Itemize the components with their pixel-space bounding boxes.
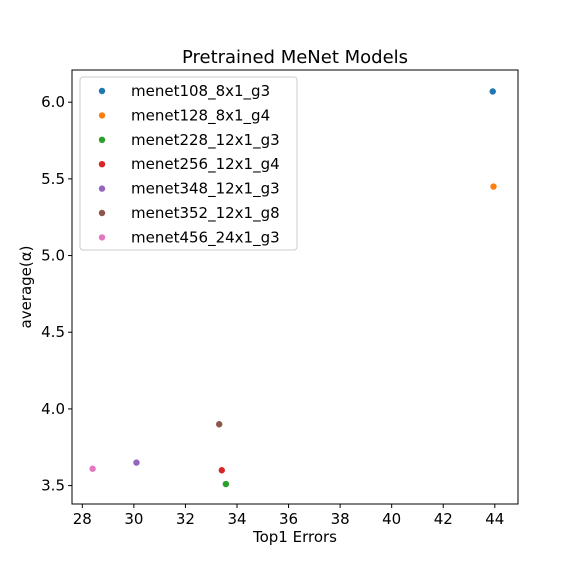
x-tick-label: 38 <box>331 510 350 528</box>
legend-label-menet108_8x1_g3: menet108_8x1_g3 <box>131 82 270 101</box>
chart-title: Pretrained MeNet Models <box>182 47 408 68</box>
x-tick-label: 32 <box>176 510 195 528</box>
data-point-menet348_12x1_g3 <box>133 459 140 466</box>
y-tick-label: 4.5 <box>41 323 65 341</box>
x-tick-label: 28 <box>73 510 92 528</box>
data-point-menet128_8x1_g4 <box>490 183 497 190</box>
legend-marker-menet256_12x1_g4 <box>98 161 106 168</box>
legend-label-menet128_8x1_g4: menet128_8x1_g4 <box>131 106 270 125</box>
x-tick-label: 42 <box>434 510 453 528</box>
y-tick-label: 6.0 <box>41 93 65 111</box>
legend-marker-menet108_8x1_g3 <box>98 87 106 95</box>
y-axis: 3.5 4.0 4.5 5.0 5.5 6.0 <box>41 93 72 495</box>
x-axis-label: Top1 Errors <box>252 528 337 546</box>
x-tick-label: 34 <box>227 510 246 528</box>
legend-box <box>79 76 298 251</box>
x-tick-label: 44 <box>485 510 504 528</box>
y-tick-label: 4.0 <box>41 400 65 418</box>
x-tick-label: 40 <box>382 510 401 528</box>
data-point-menet456_24x1_g3 <box>89 465 96 472</box>
legend-label-menet256_12x1_g4: menet256_12x1_g4 <box>131 155 280 174</box>
plot-frame <box>71 69 519 505</box>
legend-label-menet228_12x1_g3: menet228_12x1_g3 <box>131 131 280 150</box>
x-tick-label: 36 <box>279 510 298 528</box>
x-axis: 28 30 32 34 36 38 40 42 44 <box>73 504 504 528</box>
y-tick-label: 5.5 <box>41 170 65 188</box>
legend-marker-menet352_12x1_g8 <box>98 209 106 217</box>
data-points <box>89 88 497 488</box>
data-point-menet108_8x1_g3 <box>489 88 496 95</box>
y-axis-label: average(α) <box>17 246 35 329</box>
y-tick-label: 3.5 <box>41 477 65 495</box>
x-tick-label: 30 <box>124 510 143 528</box>
legend-label-menet348_12x1_g3: menet348_12x1_g3 <box>131 180 280 199</box>
legend-label-menet352_12x1_g8: menet352_12x1_g8 <box>131 204 280 223</box>
legend-label-menet456_24x1_g3: menet456_24x1_g3 <box>131 228 280 247</box>
data-point-menet228_12x1_g3 <box>222 480 230 488</box>
y-tick-label: 5.0 <box>41 247 65 265</box>
data-point-menet256_12x1_g4 <box>218 467 225 474</box>
legend-marker-menet456_24x1_g3 <box>98 234 106 241</box>
data-point-menet352_12x1_g8 <box>216 421 223 428</box>
legend-marker-menet128_8x1_g4 <box>98 112 106 119</box>
legend-marker-menet228_12x1_g3 <box>98 136 106 143</box>
legend-marker-menet348_12x1_g3 <box>98 185 106 192</box>
legend: menet108_8x1_g3 menet128_8x1_g4 menet228_1… <box>79 76 298 251</box>
